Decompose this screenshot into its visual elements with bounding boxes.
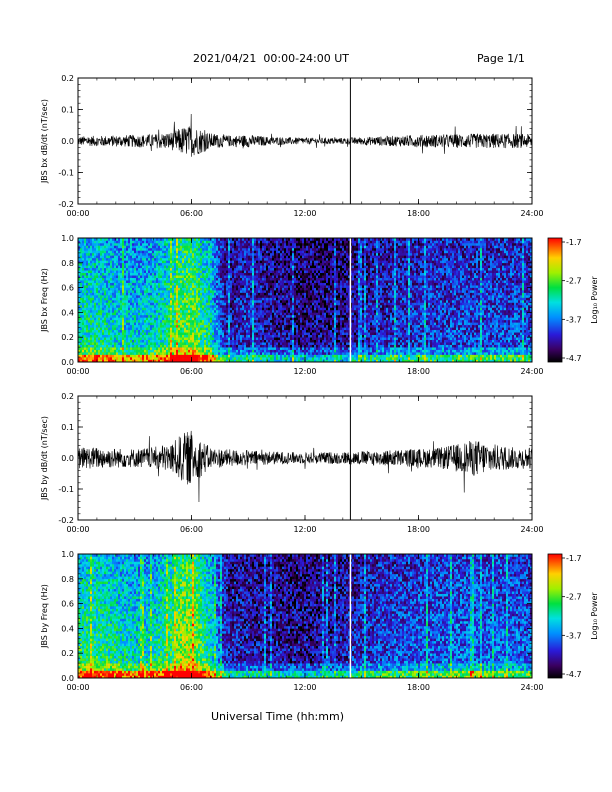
y-tick-label: 0.6: [61, 600, 74, 609]
x-tick-label: 06:00: [180, 209, 203, 218]
page-number: Page 1/1: [477, 52, 525, 65]
x-tick-label: 06:00: [180, 683, 203, 692]
page-title: 2021/04/21 00:00-24:00 UT: [193, 52, 349, 65]
y-tick-label: -0.2: [58, 200, 74, 209]
panel-1: -0.2 -0.1 0.0 0.1 0.2 00:00 06:00 12:00 18:00 24:…: [40, 74, 544, 218]
x-tick-label: 00:00: [66, 367, 89, 376]
y-tick-label: 1.0: [61, 550, 74, 559]
colorbar: [547, 237, 563, 363]
series-trace: [77, 113, 533, 157]
x-tick-label: 00:00: [66, 683, 89, 692]
y-tick-label: -0.2: [58, 516, 74, 525]
colorbar-tick-label: -1.7: [566, 554, 582, 563]
colorbar-tick-label: -4.7: [566, 670, 582, 679]
x-tick-label: 18:00: [407, 209, 430, 218]
y-tick-label: 0.4: [61, 624, 74, 633]
x-tick-label: 18:00: [407, 683, 430, 692]
colorbar-label: Log₁₀ Power: [590, 276, 599, 324]
y-tick-label: -0.1: [58, 169, 74, 178]
y-tick-label: 0.0: [61, 358, 74, 367]
y-tick-label: 0.8: [61, 259, 74, 268]
panel-2: -1.7 -2.7 -3.7 -4.7 Log₁₀ Power 0.0 0.2 0.4 0.6 0…: [40, 234, 599, 376]
panel-3: -0.2 -0.1 0.0 0.1 0.2 00:00 06:00 12:00 18:00 24:…: [40, 392, 544, 534]
x-tick-label: 12:00: [293, 367, 316, 376]
y-tick-label: 0.0: [61, 137, 74, 146]
x-tick-label: 24:00: [520, 209, 543, 218]
colorbar-tick-label: -2.7: [566, 593, 582, 602]
y-axis-label: JBS bx Freq (Hz): [40, 268, 49, 333]
y-tick-label: 0.1: [61, 423, 74, 432]
x-tick-label: 24:00: [520, 525, 543, 534]
x-tick-label: 24:00: [520, 683, 543, 692]
y-tick-label: 0.2: [61, 333, 74, 342]
colorbar-tick-label: -1.7: [566, 238, 582, 247]
panel-4: -1.7 -2.7 -3.7 -4.7 Log₁₀ Power 0.0 0.2 0.4 0.6 0…: [40, 550, 599, 692]
colorbar-tick-label: -2.7: [566, 277, 582, 286]
y-tick-label: 0.2: [61, 74, 74, 83]
y-tick-label: 0.8: [61, 575, 74, 584]
y-axis-label: JBS bx dB/dt (nT/sec): [40, 99, 49, 184]
x-tick-label: 18:00: [407, 525, 430, 534]
x-tick-label: 12:00: [293, 683, 316, 692]
y-axis-label: JBS by Freq (Hz): [40, 584, 49, 649]
y-tick-label: 1.0: [61, 234, 74, 243]
colorbar-tick-label: -4.7: [566, 354, 582, 363]
x-tick-label: 18:00: [407, 367, 430, 376]
colorbar-label: Log₁₀ Power: [590, 592, 599, 640]
x-tick-label: 12:00: [293, 209, 316, 218]
spectrogram: [78, 554, 533, 679]
x-tick-label: 06:00: [180, 367, 203, 376]
colorbar-tick-label: -3.7: [566, 315, 582, 324]
x-tick-label: 00:00: [66, 525, 89, 534]
y-tick-label: 0.4: [61, 308, 74, 317]
colorbar-tick-label: -3.7: [566, 631, 582, 640]
y-tick-label: 0.0: [61, 454, 74, 463]
x-tick-label: 24:00: [520, 367, 543, 376]
colorbar: [547, 553, 563, 679]
spectrogram: [78, 238, 533, 363]
y-tick-label: 0.2: [61, 392, 74, 401]
y-axis-label: JBS by dB/dt (nT/sec): [40, 416, 49, 501]
x-tick-label: 00:00: [66, 209, 89, 218]
x-tick-label: 12:00: [293, 525, 316, 534]
y-tick-label: 0.0: [61, 674, 74, 683]
series-trace: [77, 430, 533, 503]
y-tick-label: 0.6: [61, 284, 74, 293]
x-axis-title: Universal Time (hh:mm): [211, 710, 344, 723]
y-tick-label: 0.2: [61, 649, 74, 658]
y-tick-label: -0.1: [58, 485, 74, 494]
x-tick-label: 06:00: [180, 525, 203, 534]
y-tick-label: 0.1: [61, 106, 74, 115]
